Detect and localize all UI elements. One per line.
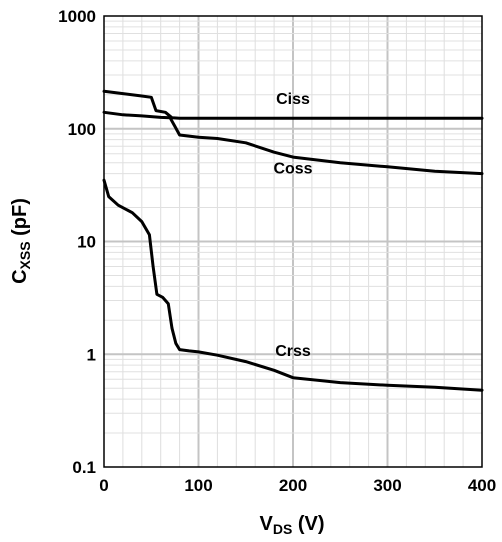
curve-labels: Ciss Coss Crss xyxy=(273,91,312,360)
y-axis-title: CXSS (pF) xyxy=(9,198,33,284)
grid xyxy=(104,16,482,467)
y-tick-label: 100 xyxy=(68,120,96,139)
x-tick-label: 0 xyxy=(99,476,108,495)
series-line-coss xyxy=(102,110,484,176)
x-tick-label: 100 xyxy=(184,476,212,495)
series-group xyxy=(102,89,484,392)
x-axis-title: VDS (V) xyxy=(259,513,324,537)
curve-label-crss: Crss xyxy=(275,343,311,360)
y-tick-label: 1 xyxy=(87,345,96,364)
plot-frame xyxy=(103,15,483,468)
tick-labels: 0 100 200 300 400 0.1 1 10 100 1000 xyxy=(58,7,496,495)
x-tick-label: 400 xyxy=(468,476,496,495)
plot-border xyxy=(103,15,483,468)
series-line-ciss xyxy=(102,89,484,120)
curve-label-ciss: Ciss xyxy=(276,91,310,108)
y-tick-label: 0.1 xyxy=(72,458,96,477)
curve-label-coss: Coss xyxy=(273,161,312,178)
x-tick-label: 200 xyxy=(279,476,307,495)
x-tick-label: 300 xyxy=(373,476,401,495)
series-line-crss xyxy=(102,178,484,392)
y-tick-label: 10 xyxy=(77,233,96,252)
y-tick-label: 1000 xyxy=(58,7,96,26)
